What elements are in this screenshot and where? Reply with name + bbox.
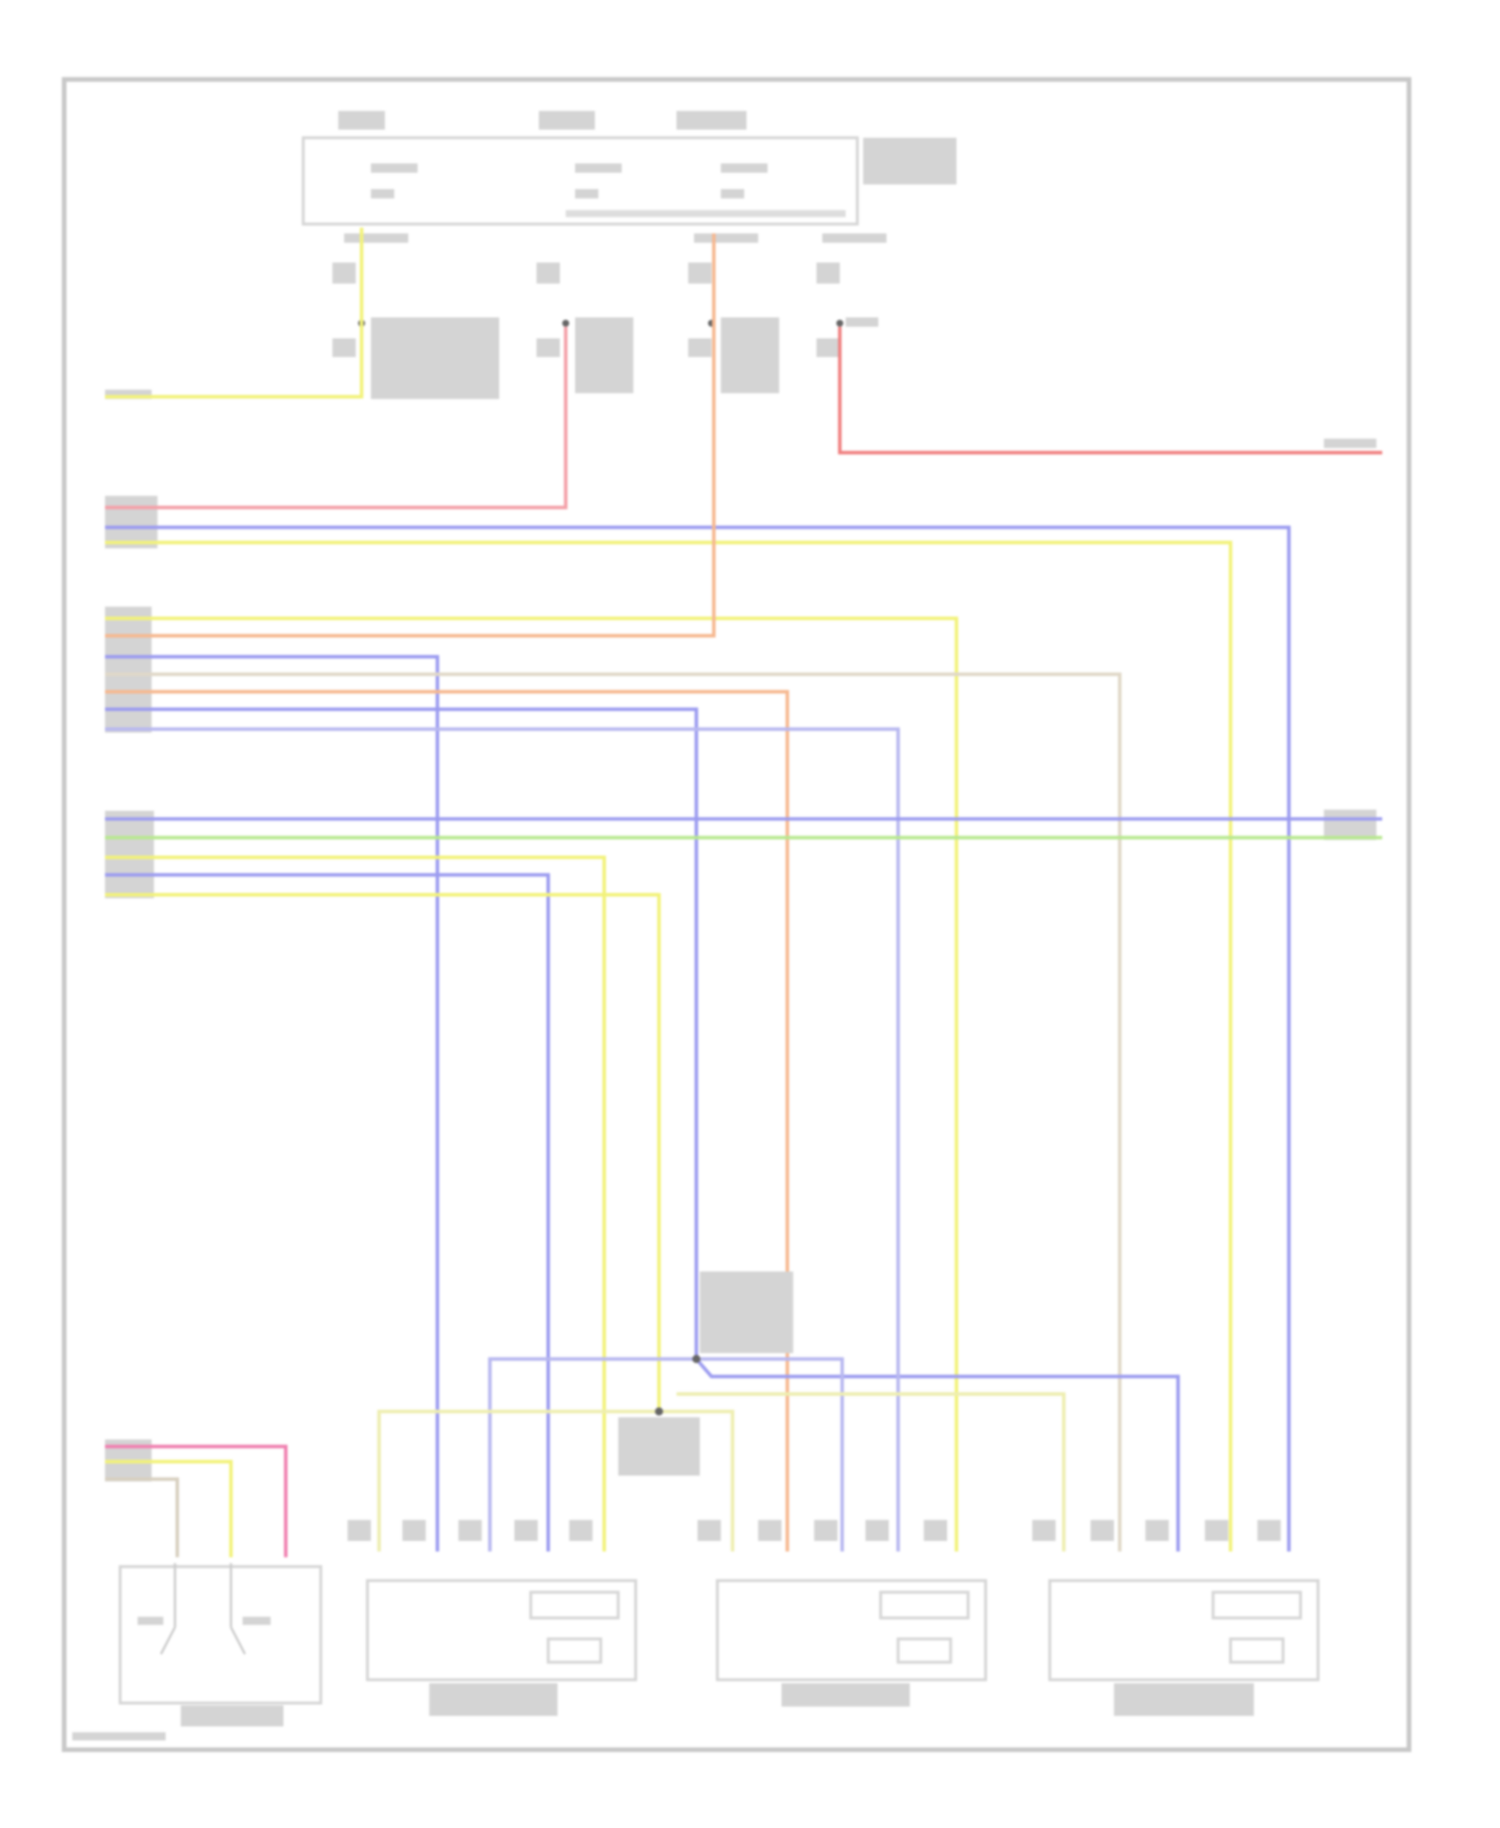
wire-pink [104,326,568,510]
actuator-1 [365,1579,638,1716]
wire-gray [104,1477,180,1558]
splice-labels [332,233,887,400]
wire-yellow [104,540,1233,1552]
wire-blue [104,873,550,1552]
wire-yellow [676,1392,1066,1552]
wire-yellow [104,1459,233,1558]
wire-magenta [104,1444,288,1558]
wire-yellow [659,1409,735,1552]
actuator-3 [1048,1579,1320,1716]
wire-light-blue [104,727,900,1552]
actuator-2 [715,1579,988,1707]
wire-light-blue [488,1357,697,1552]
wire-light-blue [696,1357,844,1552]
pin-labels [72,1519,1281,1741]
wire-yellow [104,616,959,1552]
fuse-box [301,110,957,226]
wire-yellow [104,227,364,399]
wire-yellow [377,1409,660,1552]
wires [104,227,1383,1558]
wire-blue [104,707,1180,1552]
wire-blue [104,525,1291,1552]
switch-component [118,1563,323,1727]
wire-yellow [104,893,661,1412]
wire-red [838,326,1383,455]
wire-orange [104,690,790,1552]
wire-orange [104,233,716,638]
wire-blue [104,655,440,1552]
diagram-frame [61,77,1412,1753]
wire-gray [104,672,1122,1552]
wire-yellow [104,855,606,1552]
